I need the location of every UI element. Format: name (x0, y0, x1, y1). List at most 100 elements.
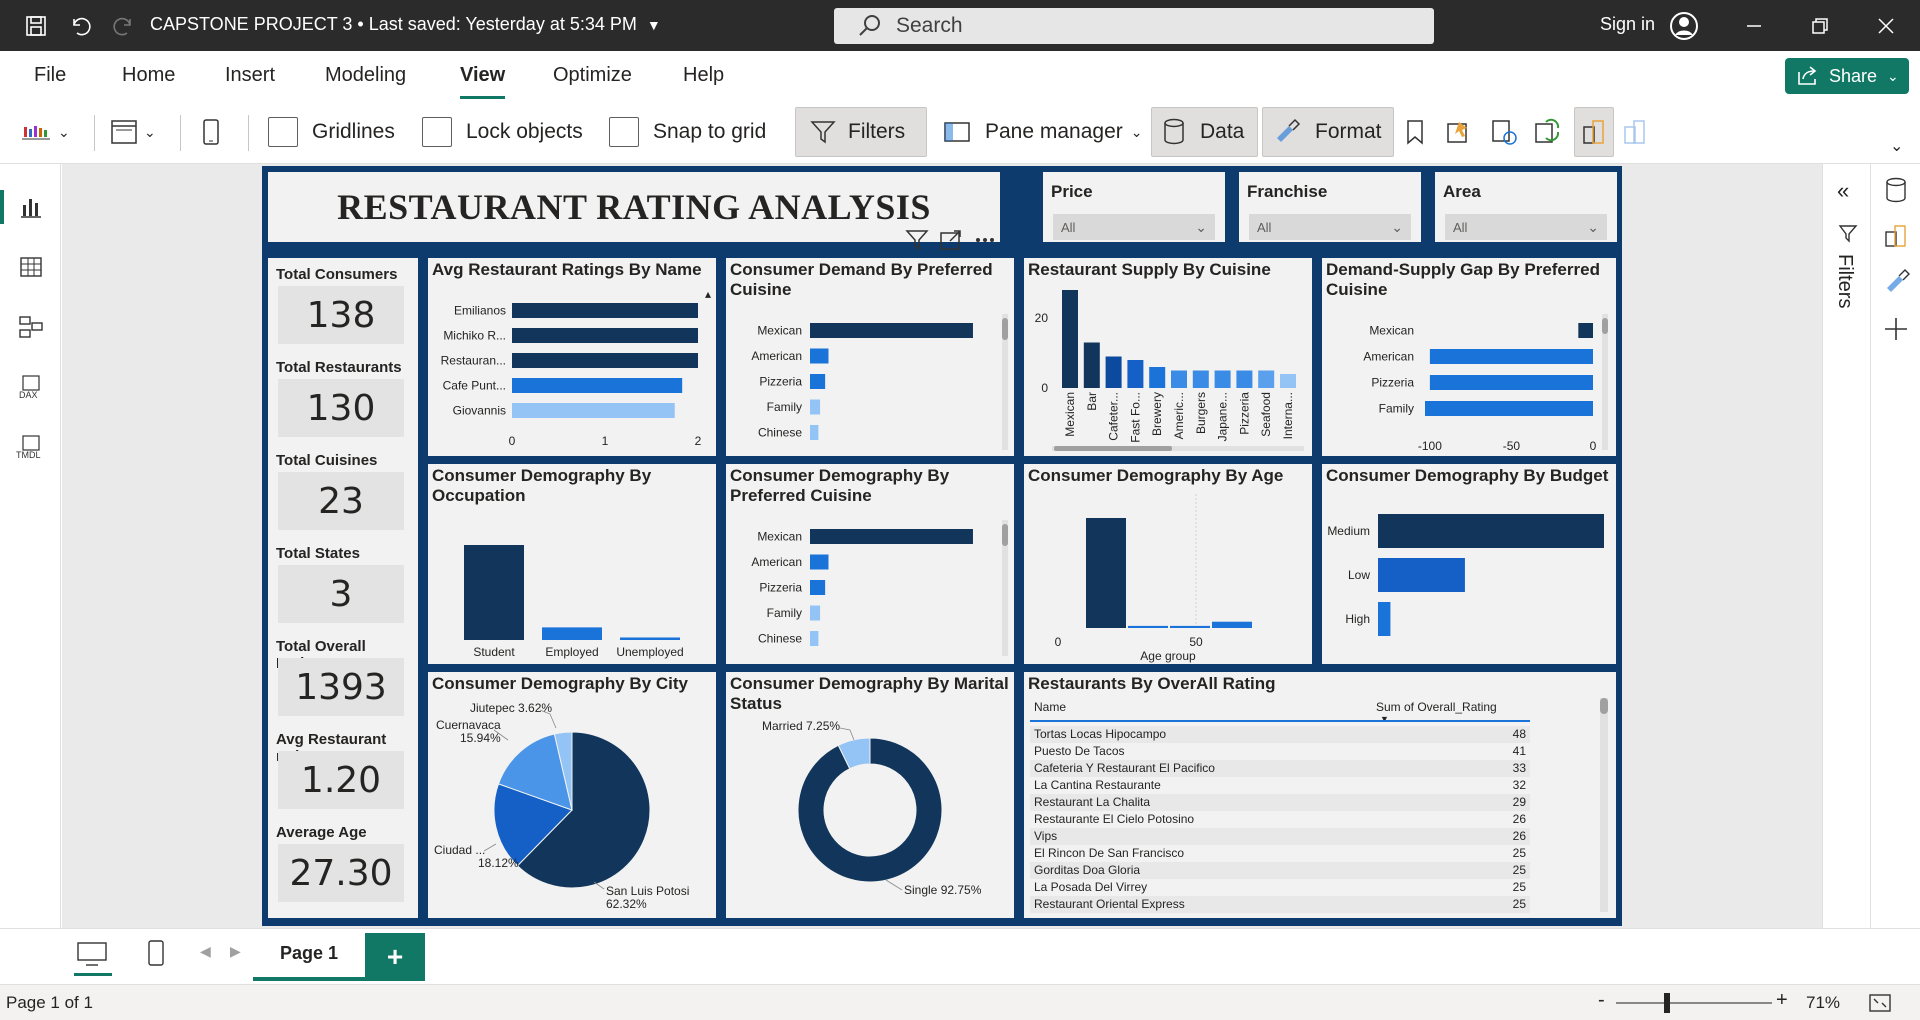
desktop-view-icon[interactable] (76, 941, 108, 967)
pane-manager-button[interactable]: Pane manager ⌄ (943, 107, 1143, 157)
budget-visual[interactable]: Consumer Demography By Budget Medium Low H… (1322, 464, 1616, 664)
filter-icon[interactable] (904, 227, 930, 253)
format-pane-button[interactable]: Format (1262, 107, 1394, 157)
age-visual[interactable]: Consumer Demography By Age 0 50 Age group (1024, 464, 1312, 664)
sort-desc-icon[interactable]: ▼ (1380, 714, 1389, 724)
table-row[interactable]: Cafeteria Y Restaurant El Pacifico 33 (1030, 760, 1530, 777)
demand-visual[interactable]: Consumer Demand By Preferred Cuisine Mex… (726, 258, 1014, 456)
menu-file[interactable]: File (34, 64, 67, 86)
slicer-dropdown[interactable]: All ⌄ (1249, 214, 1411, 240)
slicer-dropdown[interactable]: All ⌄ (1445, 214, 1607, 240)
page-view-icon[interactable]: ⌄ (108, 107, 156, 157)
slicer-franchise[interactable]: Franchise All ⌄ (1239, 172, 1421, 242)
gap-visual[interactable]: Demand-Supply Gap By Preferred Cuisine M… (1322, 258, 1616, 456)
snap-to-grid-checkbox[interactable] (609, 117, 639, 147)
zoom-out-icon[interactable]: - (1598, 989, 1605, 1011)
menu-insert[interactable]: Insert (225, 64, 276, 86)
expand-pane-icon[interactable]: « (1837, 178, 1850, 203)
phone-view-icon[interactable] (146, 939, 166, 969)
gridlines-checkbox[interactable] (268, 117, 298, 147)
visualizations-icon[interactable] (1883, 222, 1909, 250)
supply-visual[interactable]: Restaurant Supply By Cuisine Mexican Bar C… (1024, 258, 1312, 456)
table-row[interactable]: La Posada Del Virrey 25 (1030, 879, 1530, 896)
slicer-area[interactable]: Area All ⌄ (1435, 172, 1617, 242)
report-title: RESTAURANT RATING ANALYSIS (268, 172, 1000, 242)
more-options-icon[interactable] (972, 227, 998, 253)
filters-pane-collapsed[interactable]: « Filters (1822, 164, 1870, 928)
model-view-icon[interactable] (16, 312, 46, 342)
zoom-slider[interactable] (1616, 1002, 1772, 1004)
redo-icon[interactable] (106, 0, 142, 51)
scroll-left-icon[interactable]: ◀ (200, 943, 211, 959)
column-header-name[interactable]: Name (1034, 700, 1067, 714)
add-pane-icon[interactable] (1883, 316, 1909, 342)
city-visual[interactable]: Consumer Demography By City San Luis Pot… (428, 672, 716, 918)
table-row[interactable]: Restaurante El Cielo Potosino 26 (1030, 811, 1530, 828)
document-title[interactable]: CAPSTONE PROJECT 3 • Last saved: Yesterd… (150, 14, 661, 34)
visuals-icon[interactable] (1622, 107, 1648, 157)
table-row[interactable]: Gorditas Doa Gloria 25 (1030, 862, 1530, 879)
sync-slicers-icon[interactable] (1532, 107, 1560, 157)
selection-icon[interactable] (1445, 107, 1473, 157)
undo-icon[interactable] (62, 0, 98, 51)
pref-cuisine-visual[interactable]: Consumer Demography By Preferred Cuisine… (726, 464, 1014, 664)
filters-button[interactable]: Filters (795, 107, 927, 157)
table-row[interactable]: Vips 26 (1030, 828, 1530, 845)
report-page: RESTAURANT RATING ANALYSIS Price All ⌄ Fr… (262, 166, 1622, 926)
table-row[interactable]: La Cantina Restaurante 32 (1030, 777, 1530, 794)
table-view-icon[interactable] (16, 252, 46, 282)
tmdl-view-icon[interactable]: TMDL (16, 432, 46, 462)
themes-icon[interactable]: ⌄ (22, 107, 70, 157)
menu-help[interactable]: Help (683, 64, 725, 86)
bookmark-icon[interactable] (1404, 107, 1426, 157)
table-row[interactable]: Restaurant Oriental Express 25 (1030, 896, 1530, 913)
search-input[interactable]: Search (834, 8, 1434, 44)
format-brush-icon[interactable] (1883, 268, 1911, 296)
gridlines-toggle[interactable]: Gridlines (268, 107, 395, 157)
column-header-rating[interactable]: Sum of Overall_Rating (1376, 700, 1497, 714)
menu-optimize[interactable]: Optimize (553, 64, 632, 86)
lock-objects-toggle[interactable]: Lock objects (422, 107, 583, 157)
chevron-down-icon[interactable]: ▼ (646, 17, 661, 33)
restore-icon[interactable] (1802, 0, 1838, 51)
menu-home[interactable]: Home (122, 64, 176, 86)
add-page-button[interactable]: + (365, 933, 425, 981)
table-visual[interactable]: Restaurants By OverAll Rating Name Sum o… (1024, 672, 1616, 918)
mobile-view-icon[interactable] (1574, 107, 1614, 157)
report-view-icon[interactable] (16, 192, 46, 222)
performance-analyzer-icon[interactable] (1490, 107, 1518, 157)
avg-ratings-visual[interactable]: Avg Restaurant Ratings By Name Emilianos… (428, 258, 716, 456)
minimize-icon[interactable] (1736, 0, 1772, 51)
table-scrollbar[interactable] (1600, 698, 1608, 912)
snap-to-grid-toggle[interactable]: Snap to grid (609, 107, 766, 157)
data-pane-button[interactable]: Data (1151, 107, 1258, 157)
dax-query-icon[interactable]: DAX (16, 372, 46, 402)
slicer-dropdown[interactable]: All ⌄ (1053, 214, 1215, 240)
pie-slice (497, 733, 573, 811)
marital-visual[interactable]: Consumer Demography By Marital Status Si… (726, 672, 1014, 918)
close-icon[interactable] (1868, 0, 1904, 51)
table-row[interactable]: Tortas Locas Hipocampo 48 (1030, 726, 1530, 743)
menu-view[interactable]: View (460, 64, 506, 99)
save-icon[interactable] (18, 0, 54, 51)
tab-page-1[interactable]: Page 1 (253, 929, 365, 981)
fit-to-page-icon[interactable] (1868, 993, 1892, 1013)
scroll-right-icon[interactable]: ▶ (230, 943, 241, 959)
account-icon[interactable] (1666, 0, 1702, 51)
sign-in-link[interactable]: Sign in (1600, 14, 1656, 34)
table-row[interactable]: El Rincon De San Francisco 25 (1030, 845, 1530, 862)
lock-objects-checkbox[interactable] (422, 117, 452, 147)
bar (1086, 518, 1126, 628)
table-row[interactable]: Restaurant La Chalita 29 (1030, 794, 1530, 811)
database-icon[interactable] (1883, 176, 1909, 204)
focus-mode-icon[interactable] (938, 227, 964, 253)
slicer-price[interactable]: Price All ⌄ (1043, 172, 1225, 242)
zoom-slider-thumb[interactable] (1664, 993, 1670, 1013)
share-button[interactable]: Share ⌄ (1785, 58, 1909, 94)
mobile-layout-icon[interactable] (198, 107, 224, 157)
zoom-in-icon[interactable]: + (1776, 989, 1788, 1011)
occupation-visual[interactable]: Consumer Demography By Occupation Studen… (428, 464, 716, 664)
table-row[interactable]: Puesto De Tacos 41 (1030, 743, 1530, 760)
collapse-ribbon-icon[interactable]: ⌄ (1890, 138, 1904, 155)
menu-modeling[interactable]: Modeling (325, 64, 407, 86)
